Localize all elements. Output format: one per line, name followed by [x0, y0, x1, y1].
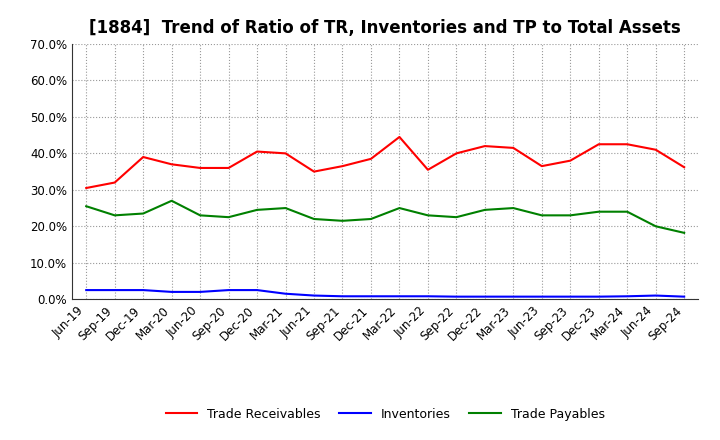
Trade Payables [537, 213, 546, 218]
Inventories [167, 289, 176, 294]
Trade Payables [680, 230, 688, 235]
Inventories [310, 293, 318, 298]
Inventories [509, 294, 518, 299]
Trade Payables [310, 216, 318, 222]
Trade Payables [480, 207, 489, 213]
Trade Receivables [167, 161, 176, 167]
Trade Receivables [566, 158, 575, 163]
Line: Trade Receivables: Trade Receivables [86, 137, 684, 188]
Trade Receivables [282, 151, 290, 156]
Trade Receivables [253, 149, 261, 154]
Line: Trade Payables: Trade Payables [86, 201, 684, 233]
Trade Payables [253, 207, 261, 213]
Inventories [366, 293, 375, 299]
Trade Receivables [225, 165, 233, 171]
Legend: Trade Receivables, Inventories, Trade Payables: Trade Receivables, Inventories, Trade Pa… [161, 403, 610, 425]
Inventories [623, 293, 631, 299]
Trade Receivables [452, 151, 461, 156]
Trade Payables [110, 213, 119, 218]
Trade Receivables [366, 156, 375, 161]
Inventories [652, 293, 660, 298]
Inventories [82, 287, 91, 293]
Trade Payables [338, 218, 347, 224]
Trade Receivables [680, 165, 688, 170]
Trade Receivables [196, 165, 204, 171]
Line: Inventories: Inventories [86, 290, 684, 297]
Inventories [139, 287, 148, 293]
Trade Payables [139, 211, 148, 216]
Trade Payables [595, 209, 603, 214]
Trade Receivables [595, 142, 603, 147]
Trade Payables [566, 213, 575, 218]
Trade Receivables [509, 145, 518, 150]
Inventories [395, 293, 404, 299]
Trade Payables [167, 198, 176, 203]
Trade Receivables [537, 164, 546, 169]
Trade Receivables [423, 167, 432, 172]
Trade Payables [366, 216, 375, 222]
Inventories [566, 294, 575, 299]
Trade Receivables [338, 164, 347, 169]
Inventories [423, 293, 432, 299]
Trade Receivables [480, 143, 489, 149]
Trade Payables [652, 224, 660, 229]
Trade Payables [82, 204, 91, 209]
Trade Receivables [110, 180, 119, 185]
Inventories [110, 287, 119, 293]
Trade Payables [623, 209, 631, 214]
Inventories [253, 287, 261, 293]
Trade Receivables [139, 154, 148, 160]
Trade Payables [395, 205, 404, 211]
Inventories [225, 287, 233, 293]
Inventories [680, 294, 688, 299]
Inventories [595, 294, 603, 299]
Inventories [537, 294, 546, 299]
Trade Receivables [623, 142, 631, 147]
Trade Payables [225, 215, 233, 220]
Trade Payables [196, 213, 204, 218]
Trade Payables [423, 213, 432, 218]
Trade Receivables [310, 169, 318, 174]
Inventories [452, 294, 461, 299]
Inventories [480, 294, 489, 299]
Inventories [338, 293, 347, 299]
Trade Payables [452, 215, 461, 220]
Trade Receivables [395, 134, 404, 139]
Inventories [282, 291, 290, 297]
Trade Receivables [82, 185, 91, 191]
Trade Receivables [652, 147, 660, 152]
Title: [1884]  Trend of Ratio of TR, Inventories and TP to Total Assets: [1884] Trend of Ratio of TR, Inventories… [89, 19, 681, 37]
Trade Payables [282, 205, 290, 211]
Trade Payables [509, 205, 518, 211]
Inventories [196, 289, 204, 294]
